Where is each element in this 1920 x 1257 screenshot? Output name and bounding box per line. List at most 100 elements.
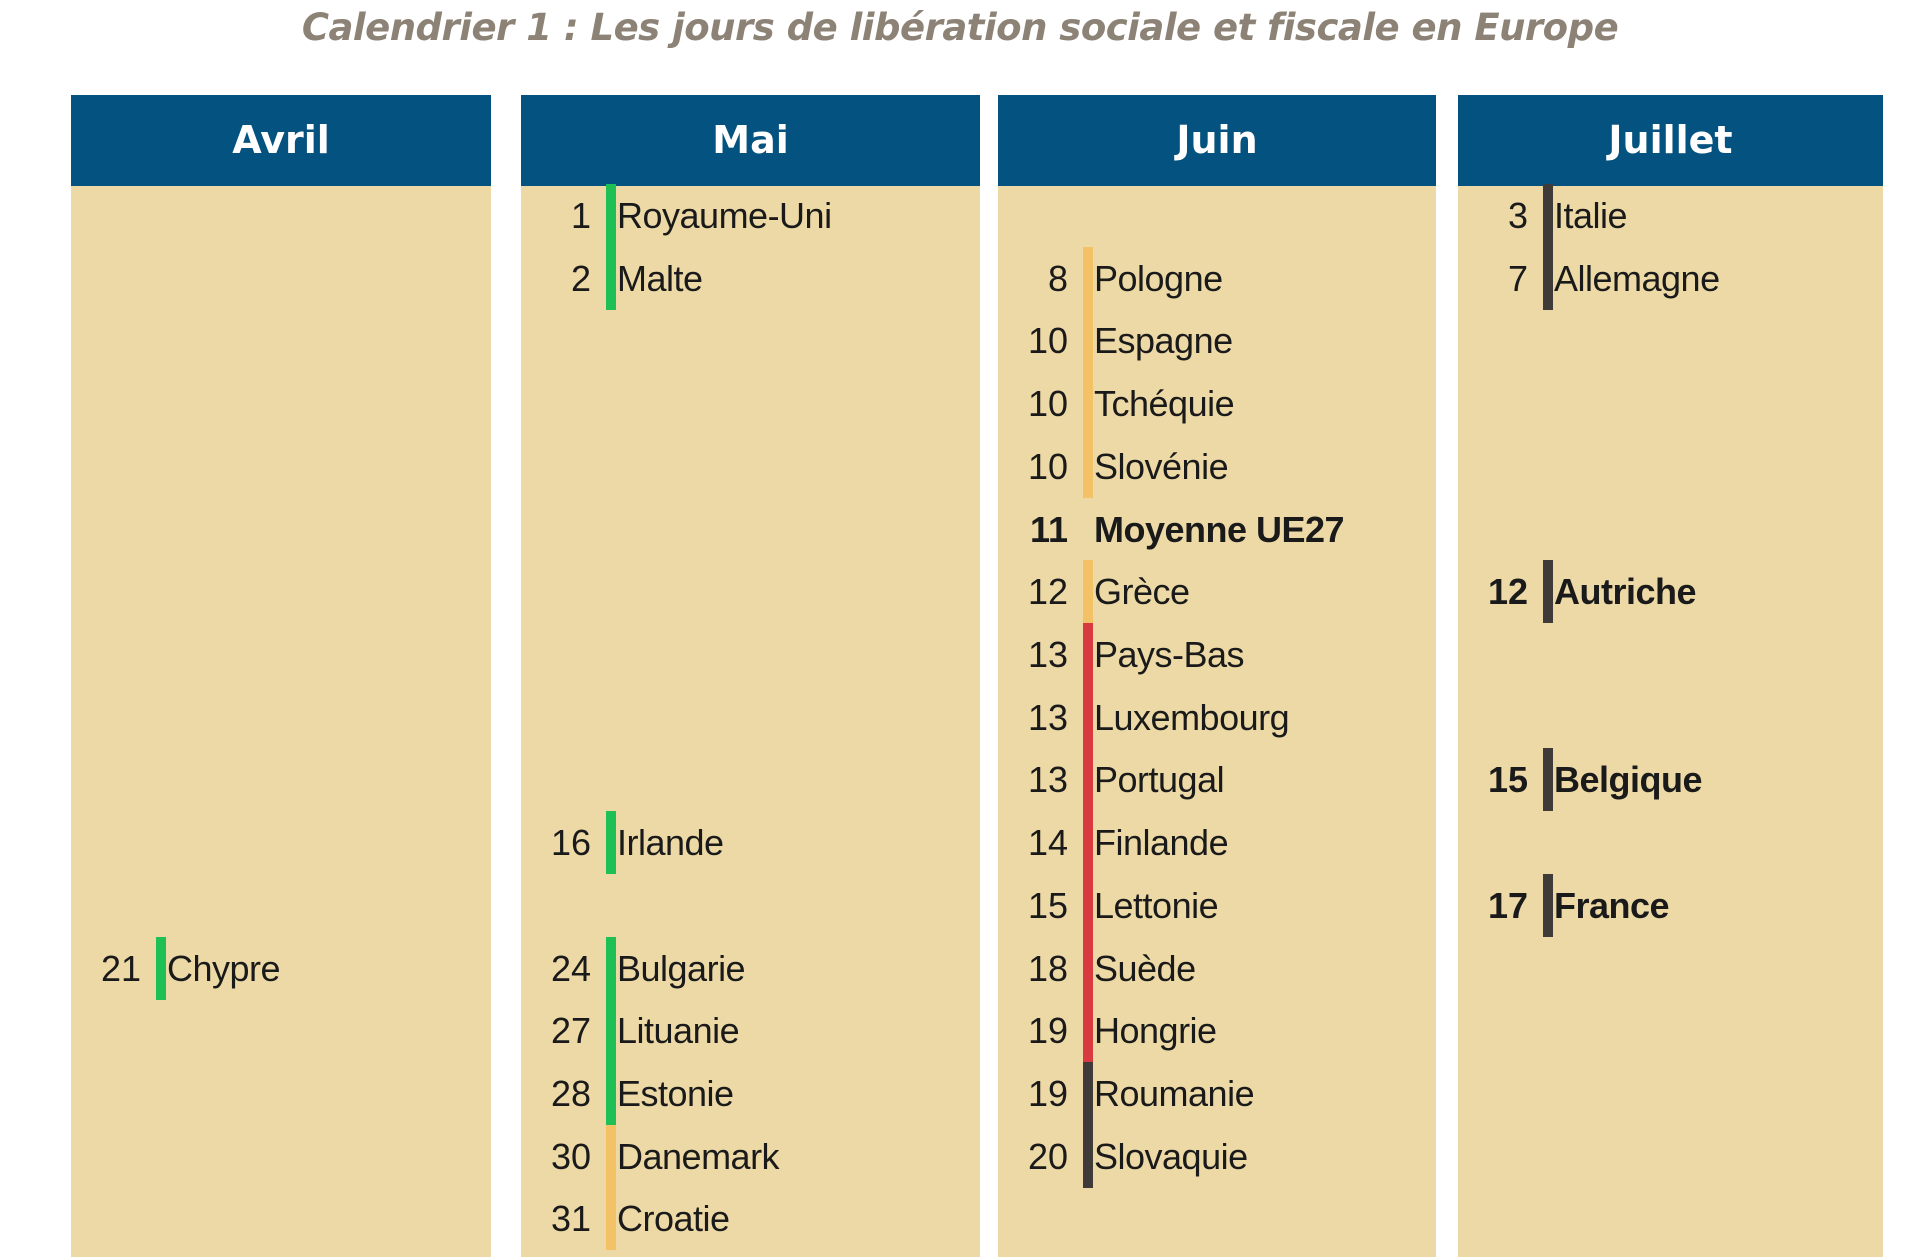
calendar-entry: 11 Moyenne UE27 xyxy=(998,498,1436,561)
entry-day: 7 xyxy=(1507,257,1528,299)
calendar-entry: 10 Slovénie xyxy=(998,434,1436,498)
calendar-entry: 28 Estonie xyxy=(521,1062,980,1126)
entry-country: Hongrie xyxy=(1094,1010,1217,1052)
calendar-entry: 8 Pologne xyxy=(998,246,1436,310)
entry-day: 13 xyxy=(1027,696,1068,738)
entry-day: 8 xyxy=(1047,257,1068,299)
entry-country: Portugal xyxy=(1094,759,1225,801)
calendar-entry: 19 Hongrie xyxy=(998,999,1436,1063)
entry-day: 18 xyxy=(1027,947,1068,989)
entry-country: Lettonie xyxy=(1094,884,1219,926)
entry-country: Moyenne UE27 xyxy=(1094,508,1345,550)
category-bar xyxy=(1543,748,1553,812)
category-bar xyxy=(606,1124,616,1188)
calendar-entry: 18 Suède xyxy=(998,936,1436,1000)
category-bar xyxy=(606,999,616,1063)
calendar-entry: 15 Belgique xyxy=(1458,748,1883,812)
category-bar xyxy=(606,1187,616,1251)
entry-country: Estonie xyxy=(617,1073,734,1115)
category-bar xyxy=(1083,1124,1093,1188)
category-bar xyxy=(1083,1062,1093,1126)
entry-country: Bulgarie xyxy=(617,947,746,989)
category-bar xyxy=(1083,748,1093,812)
entry-day: 12 xyxy=(1027,571,1068,613)
entry-country: Finlande xyxy=(1094,822,1229,864)
calendar-entry: 30 Danemark xyxy=(521,1124,980,1188)
month-header: Avril xyxy=(71,95,491,186)
entry-country: Italie xyxy=(1554,195,1628,236)
entry-day: 16 xyxy=(550,822,591,864)
calendar-entry: 13 Pays-Bas xyxy=(998,623,1436,686)
column-mai: Mai 1 Royaume-Uni 2 Malte 16 Irlande 24 Bulgari… xyxy=(521,95,980,1257)
entry-country: Autriche xyxy=(1554,571,1697,613)
entry-day: 20 xyxy=(1027,1135,1068,1177)
entry-day: 3 xyxy=(1507,195,1528,236)
entry-day: 13 xyxy=(1027,759,1068,801)
category-bar xyxy=(1083,685,1093,749)
category-bar xyxy=(606,184,616,247)
category-bar xyxy=(1543,560,1553,624)
calendar-entry: 12 Autriche xyxy=(1458,560,1883,624)
entry-country: Royaume-Uni xyxy=(617,195,832,236)
entry-country: Danemark xyxy=(617,1135,780,1177)
category-bar xyxy=(606,246,616,310)
category-bar xyxy=(1083,560,1093,624)
calendar-entry: 12 Grèce xyxy=(998,560,1436,624)
category-bar xyxy=(606,811,616,875)
entry-day: 10 xyxy=(1027,320,1068,362)
entry-day: 24 xyxy=(550,947,591,989)
calendar-entry: 3 Italie xyxy=(1458,184,1883,247)
calendar-entry: 16 Irlande xyxy=(521,811,980,875)
entry-day: 15 xyxy=(1027,884,1068,926)
calendar-entry: 13 Luxembourg xyxy=(998,685,1436,749)
entry-country: Pologne xyxy=(1094,257,1223,299)
entry-day: 21 xyxy=(100,947,141,989)
entry-day: 30 xyxy=(550,1135,591,1177)
calendar-entry: 20 Slovaquie xyxy=(998,1124,1436,1188)
month-header: Juillet xyxy=(1458,95,1883,186)
entry-country: Pays-Bas xyxy=(1094,634,1245,675)
entry-country: Allemagne xyxy=(1554,257,1720,299)
calendar-entry: 27 Lituanie xyxy=(521,999,980,1063)
entry-country: Grèce xyxy=(1094,571,1190,613)
entry-country: France xyxy=(1554,884,1670,926)
calendar-entry: 14 Finlande xyxy=(998,811,1436,875)
category-bar xyxy=(1543,873,1553,937)
entry-day: 2 xyxy=(570,257,591,299)
entry-country: Croatie xyxy=(617,1198,730,1240)
entry-day: 27 xyxy=(550,1010,591,1052)
entry-country: Luxembourg xyxy=(1094,696,1290,738)
entry-day: 14 xyxy=(1027,822,1068,864)
category-bar xyxy=(606,1062,616,1126)
entry-day: 1 xyxy=(570,195,591,236)
entry-day: 13 xyxy=(1027,634,1068,675)
entry-country: Slovénie xyxy=(1094,445,1229,487)
calendar-entry: 2 Malte xyxy=(521,246,980,310)
entry-country: Belgique xyxy=(1554,759,1703,801)
category-bar xyxy=(1083,623,1093,686)
entry-country: Espagne xyxy=(1094,320,1233,362)
month-header: Juin xyxy=(998,95,1436,186)
calendar-entry: 31 Croatie xyxy=(521,1187,980,1251)
entry-country: Chypre xyxy=(167,947,281,989)
calendar-entry: 24 Bulgarie xyxy=(521,936,980,1000)
entry-country: Slovaquie xyxy=(1094,1135,1248,1177)
calendar-entry: 10 Tchéquie xyxy=(998,372,1436,436)
category-bar xyxy=(1083,309,1093,373)
calendar-entry: 21 Chypre xyxy=(71,936,491,1000)
calendar-entry: 13 Portugal xyxy=(998,748,1436,812)
calendar-entry: 17 France xyxy=(1458,873,1883,937)
calendar-entry: 7 Allemagne xyxy=(1458,246,1883,310)
category-bar xyxy=(1083,936,1093,1000)
entry-country: Tchéquie xyxy=(1094,383,1235,425)
entry-day: 12 xyxy=(1487,571,1528,613)
calendar-entry: 19 Roumanie xyxy=(998,1062,1436,1126)
month-header: Mai xyxy=(521,95,980,186)
category-bar xyxy=(1083,246,1093,310)
calendar-entry: 10 Espagne xyxy=(998,309,1436,373)
column-avril: Avril 21 Chypre xyxy=(71,95,491,1257)
category-bar xyxy=(1083,811,1093,875)
calendar-title: Calendrier 1 : Les jours de libération s… xyxy=(301,6,1619,49)
entry-day: 31 xyxy=(550,1198,591,1240)
entry-country: Irlande xyxy=(617,822,724,864)
